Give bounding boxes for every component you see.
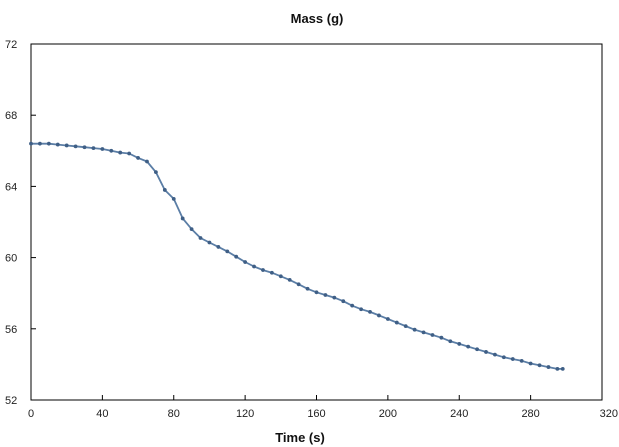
data-point (448, 339, 453, 344)
data-point (546, 365, 551, 369)
data-point (162, 188, 167, 192)
y-axis: 52 56 60 64 68 72 (5, 39, 36, 407)
data-point (252, 264, 256, 269)
data-point (555, 366, 560, 371)
data-point (394, 320, 399, 325)
data-point (109, 148, 114, 153)
data-point (519, 358, 524, 363)
data-point (82, 145, 87, 150)
data-point (403, 324, 408, 329)
data-point (55, 142, 60, 147)
data-point (421, 330, 426, 335)
data-point (180, 216, 185, 221)
data-point (171, 196, 176, 201)
data-point (64, 143, 69, 148)
data-point (296, 282, 301, 287)
x-axis-title: Time (s) (275, 430, 325, 445)
data-point (118, 150, 123, 155)
data-point (73, 144, 78, 149)
data-point (136, 156, 140, 160)
data-point (350, 303, 355, 308)
x-tick-label: 0 (28, 408, 34, 420)
data-point (560, 366, 565, 371)
data-point (46, 141, 51, 146)
data-point (154, 170, 158, 175)
data-point (484, 350, 488, 354)
data-point (475, 347, 479, 352)
data-point (314, 290, 319, 295)
x-tick-label: 80 (168, 408, 180, 420)
data-point (278, 274, 283, 279)
data-point (510, 357, 515, 361)
x-tick-label: 200 (379, 408, 397, 420)
series-layer (29, 141, 565, 371)
data-point (341, 299, 346, 304)
data-point (287, 277, 292, 282)
data-point (198, 236, 203, 240)
x-tick-label: 280 (521, 408, 539, 420)
data-point (412, 327, 417, 332)
data-point (377, 313, 381, 318)
data-point (29, 141, 33, 146)
data-point (323, 293, 328, 297)
data-point (100, 147, 105, 151)
y-tick-label: 72 (5, 39, 17, 51)
data-point (359, 307, 364, 312)
data-point (501, 355, 506, 360)
x-tick-label: 240 (450, 408, 468, 420)
x-axis: 0 40 80 120 160 200 240 280 320 (28, 395, 618, 420)
data-point (439, 335, 444, 340)
data-point (305, 286, 310, 291)
y-tick-label: 52 (5, 395, 17, 407)
data-point (368, 309, 372, 314)
data-point (38, 141, 42, 146)
data-point (91, 146, 96, 151)
data-point (457, 342, 462, 346)
data-point (225, 249, 230, 254)
x-tick-label: 120 (236, 408, 254, 420)
x-tick-label: 160 (307, 408, 325, 420)
x-tick-label: 320 (600, 408, 618, 420)
data-point (145, 159, 149, 164)
data-point (216, 245, 221, 249)
data-point (332, 295, 337, 300)
data-point (127, 151, 132, 156)
y-tick-label: 64 (5, 181, 17, 193)
data-point (261, 268, 265, 272)
plot-area-frame (30, 43, 603, 401)
data-point (537, 363, 542, 368)
series-line-0 (31, 142, 563, 370)
data-point (385, 317, 390, 321)
y-tick-label: 56 (5, 324, 17, 336)
data-point (528, 361, 533, 366)
y-tick-label: 68 (5, 110, 17, 122)
data-point (493, 352, 497, 357)
data-point (207, 240, 212, 245)
chart-title: Mass (g) (291, 11, 344, 26)
x-tick-label: 40 (96, 408, 108, 420)
data-point (430, 333, 435, 337)
data-point (189, 227, 194, 232)
data-point (234, 254, 239, 259)
y-tick-label: 60 (5, 253, 17, 265)
data-point (269, 270, 274, 275)
data-point (466, 344, 471, 349)
data-point (243, 260, 248, 264)
